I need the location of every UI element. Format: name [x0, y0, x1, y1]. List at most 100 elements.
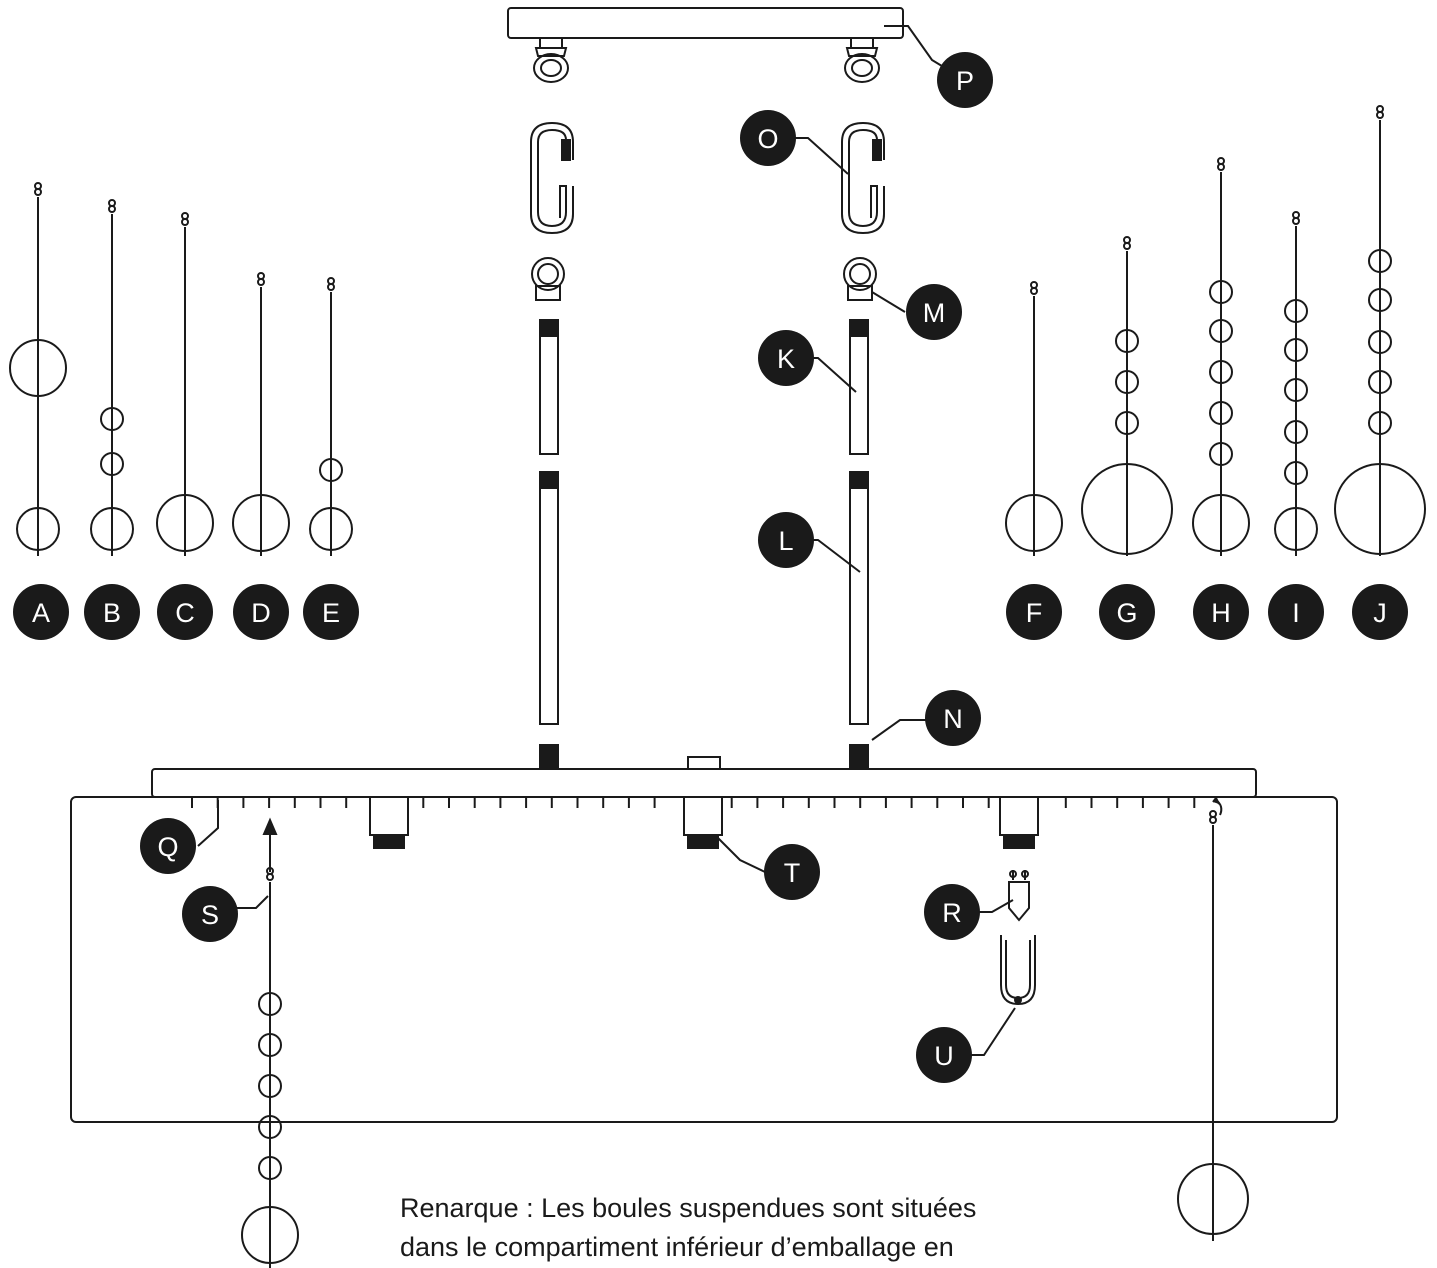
crystal-ball: [1115, 329, 1139, 353]
badge-circle: [233, 584, 289, 640]
chain-loop: [266, 873, 274, 881]
badge-letter: O: [757, 124, 778, 154]
badge-letter: F: [1026, 598, 1043, 628]
pendant-s-installed: [241, 867, 299, 1268]
main-frame-bar: [151, 756, 1257, 798]
crystal-ball: [1005, 494, 1063, 552]
chain-loop: [1292, 217, 1300, 225]
chain-loop: [327, 283, 335, 291]
bulb-r: [1008, 870, 1030, 922]
crystal-ball: [90, 507, 134, 551]
badge-circle: [1193, 584, 1249, 640]
pendant-d: [232, 272, 290, 556]
badge-letter: U: [934, 1041, 954, 1071]
chain-loop: [1376, 111, 1384, 119]
crystal-ball: [1209, 319, 1233, 343]
badge-letter: T: [784, 858, 801, 888]
crystal-ball: [241, 1206, 299, 1264]
badge-circle: [1006, 584, 1062, 640]
chain-loop: [108, 205, 116, 213]
crystal-ball: [1081, 463, 1173, 555]
pendant-e: [309, 277, 353, 556]
crystal-ball: [1368, 249, 1392, 273]
canopy-plate-p: [507, 7, 904, 83]
crystal-ball: [1368, 370, 1392, 394]
long-rod-l: [539, 471, 869, 725]
assembly-note-line2: dans le compartiment inférieur d’emballa…: [400, 1232, 954, 1262]
part-label-l: L: [758, 512, 814, 568]
crystal-ball: [16, 507, 60, 551]
badge-letter: Q: [157, 832, 178, 862]
badge-circle: [1352, 584, 1408, 640]
chain-loop: [1030, 287, 1038, 295]
part-label-e: E: [303, 584, 359, 640]
crystal-ball: [1115, 411, 1139, 435]
crystal-ball: [1368, 330, 1392, 354]
part-label-h: H: [1193, 584, 1249, 640]
crystal-ball: [258, 992, 282, 1016]
crystal-ball: [258, 1115, 282, 1139]
chain-loop: [257, 278, 265, 286]
pendant-a: [9, 182, 67, 556]
pendant-i: [1274, 211, 1318, 556]
eye-bolt-m: [531, 257, 877, 301]
chain-loop: [1123, 242, 1131, 250]
badge-letter: M: [923, 298, 946, 328]
s-hook-o: [530, 121, 885, 235]
crystal-ball: [100, 452, 124, 476]
badge-circle: [1099, 584, 1155, 640]
pendant-f: [1005, 281, 1063, 556]
hook-tick-row-q: [191, 797, 1196, 808]
part-label-n: N: [925, 690, 981, 746]
part-label-c: C: [157, 584, 213, 640]
part-label-j: J: [1352, 584, 1408, 640]
part-label-r: R: [924, 884, 980, 940]
badge-letter: L: [778, 526, 793, 556]
crystal-ball: [319, 458, 343, 482]
crystal-ball: [1284, 338, 1308, 362]
badge-letter: B: [103, 598, 121, 628]
crystal-ball: [309, 507, 353, 551]
badge-circle: [758, 330, 814, 386]
badge-circle: [740, 110, 796, 166]
crystal-ball: [1284, 378, 1308, 402]
part-label-f: F: [1006, 584, 1062, 640]
crystal-ball: [1209, 280, 1233, 304]
pendant-g: [1081, 236, 1173, 556]
chain-loop: [1217, 163, 1225, 171]
badge-letter: I: [1292, 598, 1300, 628]
badge-circle: [140, 818, 196, 874]
badge-letter: D: [251, 598, 271, 628]
badge-circle: [906, 284, 962, 340]
badge-circle: [13, 584, 69, 640]
crystal-ball: [258, 1156, 282, 1180]
crystal-ball: [156, 494, 214, 552]
part-label-m: M: [906, 284, 962, 340]
badge-letter: A: [32, 598, 50, 628]
crystal-ball: [1209, 360, 1233, 384]
leader-lines: [197, 25, 1016, 1056]
part-label-q: Q: [140, 818, 196, 874]
crystal-ball: [1192, 494, 1250, 552]
crystal-ball: [1274, 507, 1318, 551]
crystal-ball: [1209, 442, 1233, 466]
badge-letter: N: [943, 704, 963, 734]
part-label-k: K: [758, 330, 814, 386]
pendant-j: [1334, 105, 1426, 556]
part-label-b: B: [84, 584, 140, 640]
crystal-ball: [1177, 1163, 1249, 1235]
chain-loop: [34, 188, 42, 196]
badge-circle: [937, 52, 993, 108]
crystal-ball: [258, 1033, 282, 1057]
badge-letter: S: [201, 900, 219, 930]
crystal-ball: [1209, 401, 1233, 425]
crystal-ball: [9, 339, 67, 397]
install-arrow-s: [262, 817, 278, 872]
badge-letter: G: [1116, 598, 1137, 628]
crystal-ball: [258, 1074, 282, 1098]
part-label-u: U: [916, 1027, 972, 1083]
crystal-ball: [1284, 299, 1308, 323]
badge-letter: C: [175, 598, 195, 628]
badge-circle: [924, 884, 980, 940]
